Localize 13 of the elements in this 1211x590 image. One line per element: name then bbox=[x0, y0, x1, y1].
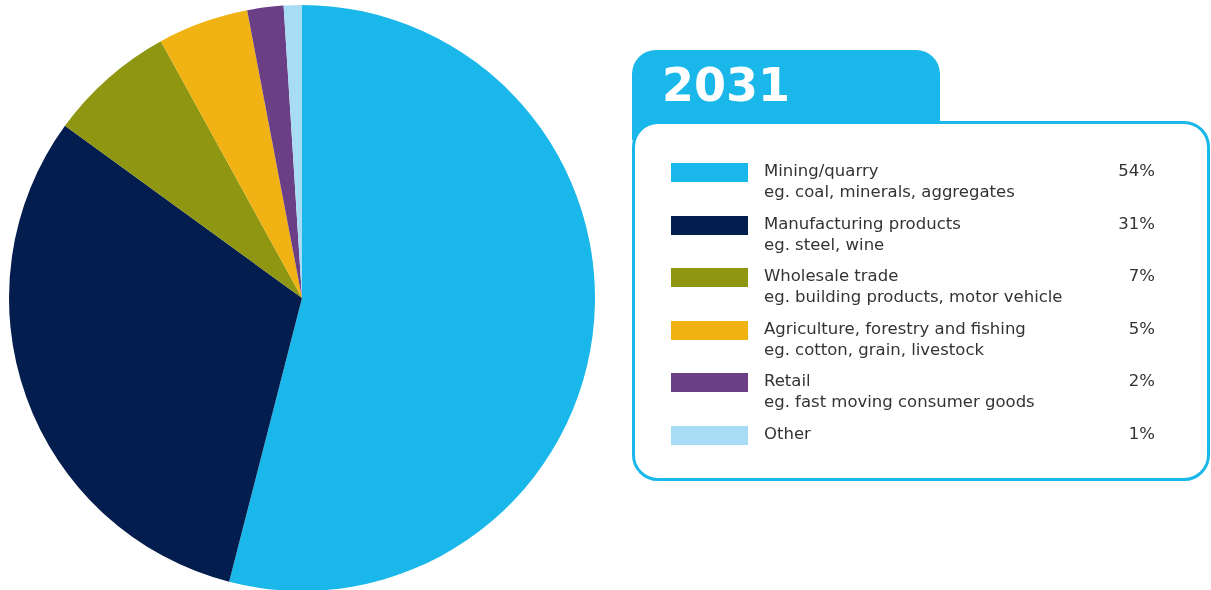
legend-label: Mining/quarry eg. coal, minerals, aggregates bbox=[764, 160, 1016, 202]
data-label: 7% bbox=[1128, 265, 1155, 286]
legend-label: Wholesale trade eg. building products, motor vehicle bbox=[764, 265, 1064, 307]
data-label: 5% bbox=[1128, 317, 1155, 339]
legend-label: Other bbox=[764, 422, 812, 444]
text: 2031 bbox=[632, 50, 940, 140]
legend-label: Agriculture, forestry and fishing eg. cotton, grain, livestock bbox=[764, 317, 1027, 360]
legend-label: Manufacturing products eg. steel, wine bbox=[764, 212, 962, 255]
data-label: 1% bbox=[1128, 422, 1155, 444]
data-label: 31% bbox=[1118, 212, 1155, 234]
data-label: 54% bbox=[1118, 160, 1155, 181]
legend-label: Retail eg. fast moving consumer goods bbox=[764, 370, 1036, 412]
data-label: 2% bbox=[1128, 370, 1155, 391]
